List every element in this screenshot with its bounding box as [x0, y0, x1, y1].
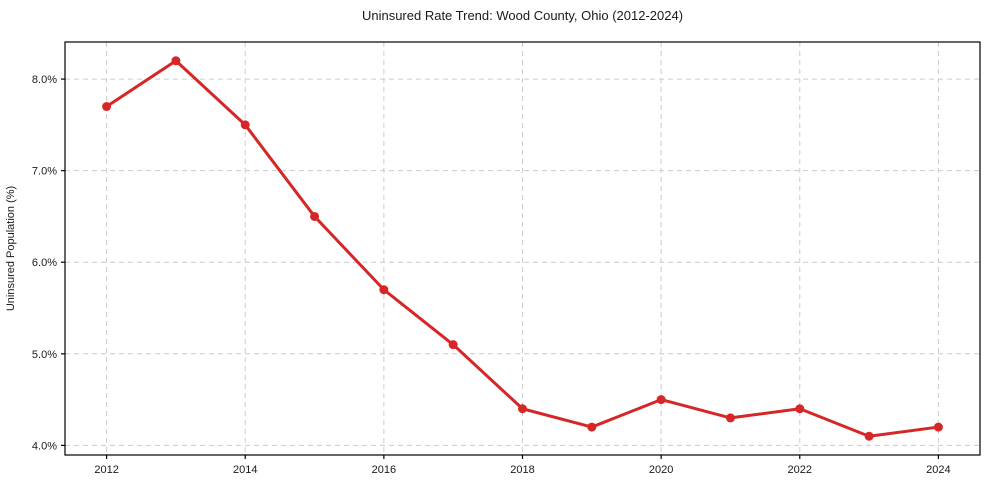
x-tick-label: 2020 — [649, 464, 673, 476]
data-point-marker — [171, 56, 181, 66]
data-point-marker — [933, 422, 943, 432]
data-point-marker — [656, 395, 666, 405]
data-point-marker — [725, 413, 735, 423]
y-tick-label: 7.0% — [32, 166, 57, 178]
data-point-marker — [587, 422, 597, 432]
x-tick-label: 2014 — [233, 464, 257, 476]
x-tick-label: 2022 — [788, 464, 812, 476]
x-tick-label: 2016 — [372, 464, 396, 476]
data-point-marker — [379, 285, 389, 295]
data-point-marker — [102, 102, 112, 112]
data-point-marker — [518, 404, 527, 414]
data-point-marker — [240, 120, 250, 130]
data-point-marker — [864, 431, 874, 441]
data-point-marker — [310, 211, 320, 221]
y-tick-label: 4.0% — [32, 440, 57, 452]
y-tick-label: 6.0% — [32, 257, 57, 269]
y-tick-label: 5.0% — [32, 349, 57, 361]
x-tick-label: 2018 — [510, 464, 534, 476]
y-axis-label: Uninsured Population (%) — [5, 186, 17, 311]
data-point-marker — [448, 340, 458, 350]
x-tick-label: 2012 — [94, 464, 118, 476]
y-tick-label: 8.0% — [32, 74, 57, 86]
x-tick-label: 2024 — [926, 464, 950, 476]
chart-title: Uninsured Rate Trend: Wood County, Ohio … — [362, 8, 683, 23]
data-point-marker — [795, 404, 805, 414]
